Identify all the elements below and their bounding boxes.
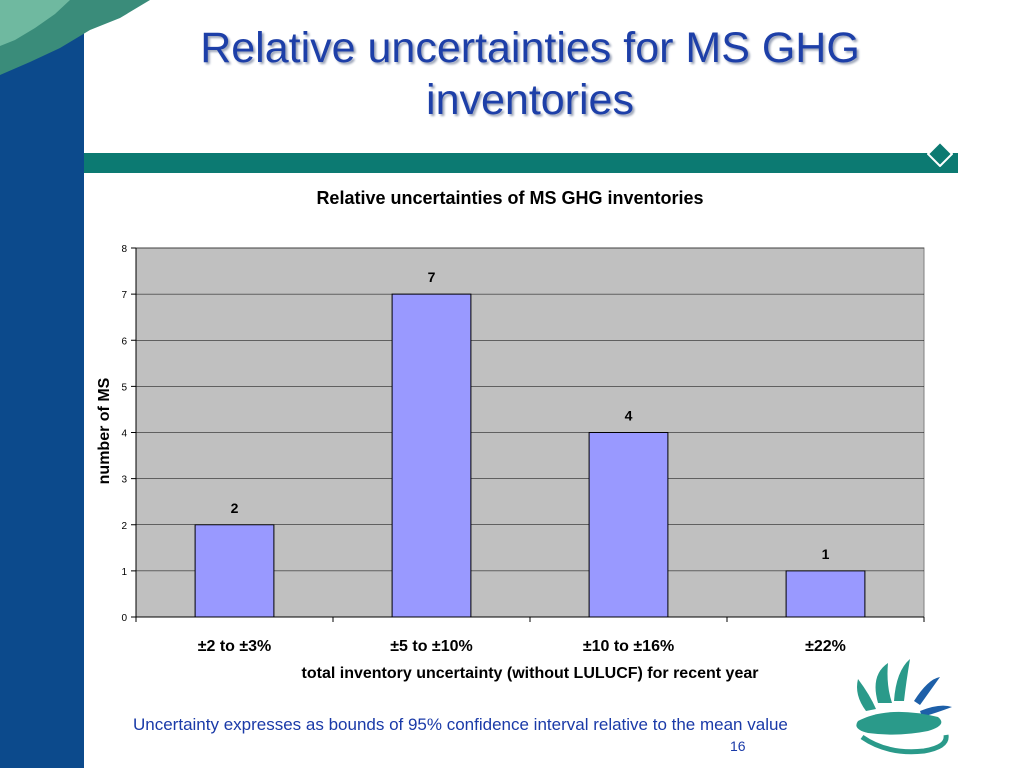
bar	[785, 570, 866, 618]
y-tick-label: 1	[121, 567, 127, 578]
y-tick-label: 3	[121, 475, 127, 486]
title-underline-bar	[84, 153, 958, 173]
slide-title-line-1: Relative uncertainties for MS GHG	[200, 24, 860, 72]
x-tick-label: ±22%	[805, 638, 846, 655]
slide-title-line-2: inventories	[426, 76, 634, 124]
y-tick-label: 2	[121, 521, 127, 532]
page-number: 16	[730, 738, 746, 754]
data-label: 7	[428, 269, 436, 285]
data-label: 1	[822, 546, 830, 562]
y-tick-label: 7	[121, 290, 127, 301]
x-tick-label: ±10 to ±16%	[583, 638, 674, 655]
bar-chart: 0 1 2 3 4 5 6 7 8 2 ±2 to ±3% 7 ±5 to ±10% 4 ±10 to ±1…	[121, 244, 925, 655]
organization-logo	[856, 659, 952, 755]
y-tick-label: 6	[121, 336, 127, 347]
left-decorative-band	[0, 0, 84, 768]
y-tick-label: 8	[121, 244, 127, 255]
slide-title: Relative uncertainties for MS GHG invent…	[150, 22, 910, 126]
x-tick-label: ±2 to ±3%	[198, 638, 272, 655]
y-tick-label: 5	[121, 382, 127, 393]
diamond-icon	[927, 141, 953, 167]
y-tick-label: 4	[121, 429, 127, 440]
bar	[588, 432, 669, 618]
chart-title: Relative uncertainties of MS GHG invento…	[316, 188, 704, 208]
data-label: 4	[625, 408, 633, 424]
europe-map-graphic	[0, 0, 150, 75]
footnote-text: Uncertainty expresses as bounds of 95% c…	[133, 715, 788, 734]
data-label: 2	[231, 500, 239, 516]
y-tick-label: 0	[121, 613, 127, 624]
x-tick-label: ±5 to ±10%	[390, 638, 472, 655]
bar	[391, 293, 472, 618]
x-axis-label: total inventory uncertainty (without LUL…	[301, 665, 759, 682]
bar	[194, 524, 275, 618]
y-axis-label: number of MS	[96, 377, 113, 485]
